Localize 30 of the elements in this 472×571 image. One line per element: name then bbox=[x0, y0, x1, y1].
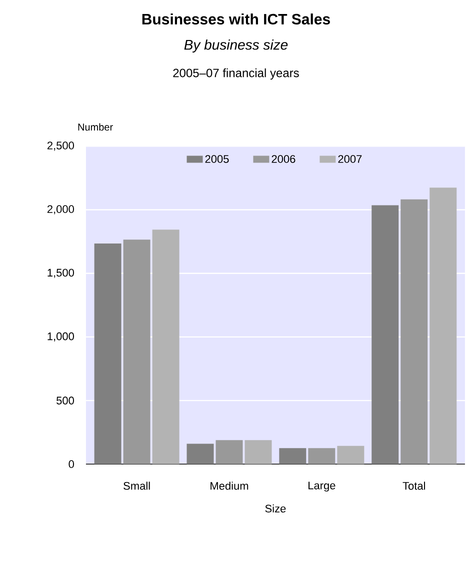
x-tick-label: Total bbox=[402, 482, 426, 490]
bar bbox=[308, 448, 336, 464]
x-tick-label: Large bbox=[308, 482, 336, 492]
y-tick-label: 2,000 bbox=[47, 205, 74, 214]
text: 2005–07 financial years bbox=[173, 68, 299, 80]
y-axis-title: Number bbox=[78, 123, 113, 131]
bar bbox=[216, 440, 243, 464]
bar bbox=[337, 446, 364, 464]
bar bbox=[186, 444, 214, 464]
bar bbox=[244, 440, 272, 464]
chart-title: Businesses with ICT Sales bbox=[142, 13, 330, 24]
chart-subtitle: By business size bbox=[184, 39, 288, 53]
legend-label: 2007 bbox=[338, 155, 362, 163]
y-tick-label: 1,000 bbox=[48, 332, 74, 342]
y-tick-label: 1,500 bbox=[48, 268, 74, 278]
bar bbox=[123, 240, 150, 464]
bar bbox=[279, 448, 306, 464]
bar bbox=[430, 188, 457, 464]
x-axis-title: Size bbox=[265, 504, 286, 512]
bar bbox=[372, 205, 399, 464]
y-tick-label: 0 bbox=[68, 460, 74, 468]
bar bbox=[400, 199, 428, 464]
y-tick-label: 2,500 bbox=[47, 142, 74, 151]
x-tick-label: Small bbox=[124, 482, 150, 490]
bar bbox=[152, 230, 180, 464]
bar bbox=[94, 243, 122, 464]
y-tick-label: 500 bbox=[56, 396, 74, 404]
legend-label: 2006 bbox=[272, 155, 296, 163]
legend-label: 2005 bbox=[205, 155, 229, 163]
x-tick-label: Medium bbox=[210, 482, 248, 490]
